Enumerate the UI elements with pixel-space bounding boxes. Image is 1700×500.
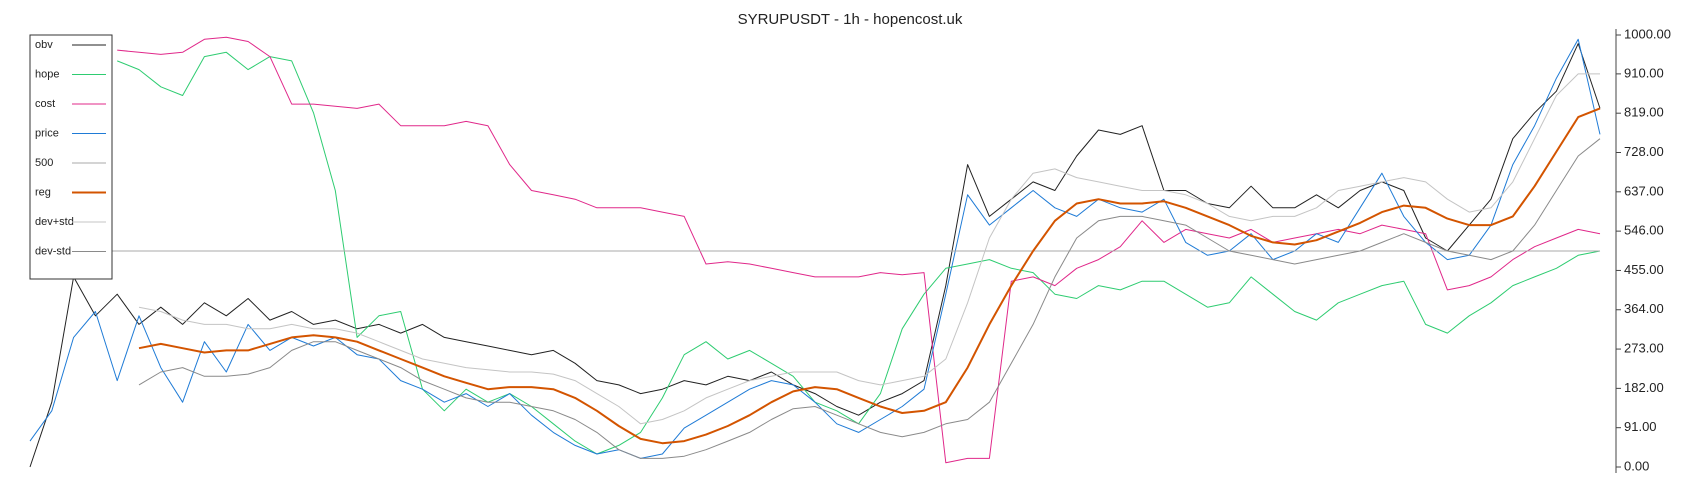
- legend-label: dev+std: [35, 216, 74, 228]
- legend-label: cost: [35, 98, 55, 110]
- series-line: [29, 43, 1601, 468]
- y-tick-label: 182.00: [1624, 380, 1664, 395]
- legend: obv hope cost price 500 reg dev+std dev-std: [29, 34, 113, 280]
- y-tick-label: 546.00: [1624, 223, 1664, 238]
- series-line: [138, 73, 1600, 425]
- legend-label: price: [35, 127, 59, 139]
- y-tick-label: 1000.00: [1624, 26, 1671, 41]
- y-tick-label: 364.00: [1624, 301, 1664, 316]
- y-tick-label: 91.00: [1624, 419, 1657, 434]
- y-tick-label: 0.00: [1624, 458, 1649, 473]
- legend-label: obv: [35, 39, 53, 51]
- y-tick-label: 273.00: [1624, 341, 1664, 356]
- series-line: [117, 36, 1601, 464]
- legend-label: hope: [35, 68, 59, 80]
- legend-box: [29, 34, 113, 280]
- chart-title: SYRUPUSDT - 1h - hopencost.uk: [738, 11, 963, 28]
- y-tick-label: 819.00: [1624, 105, 1664, 120]
- series-line: [138, 107, 1601, 445]
- legend-label: dev-std: [35, 245, 71, 257]
- y-tick-label: 728.00: [1624, 144, 1664, 159]
- legend-label: 500: [35, 157, 53, 169]
- y-tick-label: 637.00: [1624, 183, 1664, 198]
- series-line: [138, 138, 1601, 459]
- y-tick-label: 910.00: [1624, 65, 1664, 80]
- y-tick-label: 455.00: [1624, 262, 1664, 277]
- legend-label: reg: [35, 186, 51, 198]
